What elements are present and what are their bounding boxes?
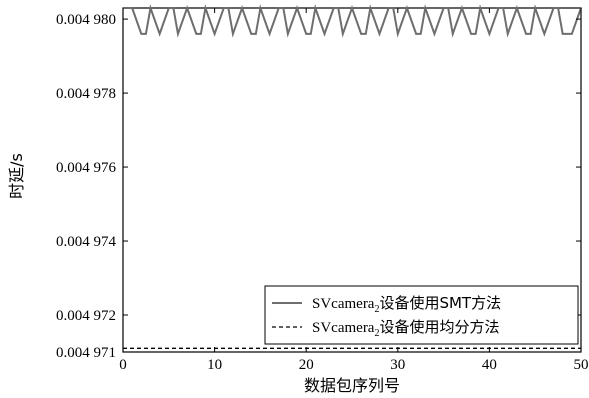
y-tick-label: 0.004 978	[56, 86, 116, 102]
y-axis: 0.004 971 0.004 972 0.004 974 0.004 976 0.00…	[56, 12, 581, 361]
legend: SVcamera2设备使用SMT方法 SVcamera2设备使用均分方法	[264, 285, 579, 345]
y-tick-label: 0.004 974	[56, 234, 117, 250]
y-tick-label: 0.004 980	[56, 12, 116, 28]
y-axis-title: 时延/s	[7, 153, 26, 199]
x-axis-title: 数据包序列号	[304, 376, 400, 395]
y-tick-label: 0.004 971	[56, 345, 116, 361]
x-tick-label: 50	[574, 357, 589, 373]
series-group	[123, 4, 582, 349]
x-tick-label: 40	[482, 357, 497, 373]
x-tick-label: 0	[119, 357, 127, 373]
x-tick-label: 20	[299, 357, 314, 373]
legend-label: SVcamera2设备使用均分方法	[312, 318, 499, 339]
legend-box	[264, 285, 579, 345]
y-tick-label: 0.004 976	[56, 160, 117, 176]
x-tick-label: 30	[390, 357, 405, 373]
x-axis: 0 10 20 30 40 50	[119, 8, 589, 373]
series-line-1	[123, 4, 582, 38]
legend-label: SVcamera2设备使用SMT方法	[312, 294, 501, 315]
x-tick-label: 10	[207, 357, 222, 373]
y-tick-label: 0.004 972	[56, 308, 116, 324]
